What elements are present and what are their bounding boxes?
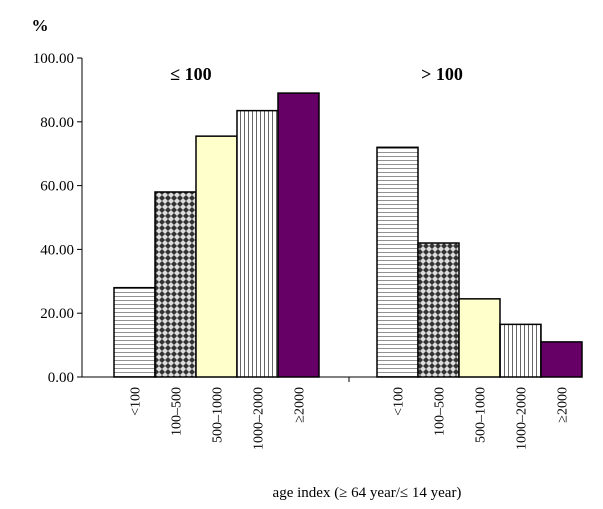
x-tick-label: 100–500 xyxy=(433,387,448,436)
x-tick-label: 100–500 xyxy=(170,387,185,436)
y-tick-label: 0.00 xyxy=(48,370,74,386)
category-labels: <100 100–500 500–1000 1000–2000 ≥2000 <100 100… xyxy=(129,387,571,450)
x-tick-label: 500–1000 xyxy=(211,387,226,443)
bar xyxy=(376,146,419,378)
x-tick-label: 500–1000 xyxy=(474,387,489,443)
y-axis: 0.00 20.00 40.00 60.00 80.00 100.00 xyxy=(33,51,83,386)
group-labels: ≤ 100 > 100 xyxy=(170,64,463,84)
bar xyxy=(195,135,238,378)
y-tick-label: 40.00 xyxy=(40,242,74,258)
bar xyxy=(540,341,583,378)
x-axis xyxy=(82,376,580,382)
bar xyxy=(113,286,156,378)
bar xyxy=(417,242,460,378)
x-tick-label: 1000–2000 xyxy=(252,387,267,450)
y-tick-label: 100.00 xyxy=(33,51,74,67)
group-label: ≤ 100 xyxy=(170,64,211,84)
y-tick-label: 80.00 xyxy=(40,115,74,131)
bar xyxy=(458,298,501,378)
group-label: > 100 xyxy=(421,64,463,84)
bar xyxy=(499,323,542,378)
y-tick-label: 20.00 xyxy=(40,306,74,322)
x-tick-label: ≥2000 xyxy=(293,387,308,423)
bar xyxy=(154,191,197,378)
y-tick-label: 60.00 xyxy=(40,179,74,195)
x-tick-label: <100 xyxy=(392,387,407,416)
x-tick-label: ≥2000 xyxy=(556,387,571,423)
x-axis-label: age index (≥ 64 year/≤ 14 year) xyxy=(273,485,462,501)
x-tick-label: 1000–2000 xyxy=(515,387,530,450)
bar xyxy=(277,92,320,378)
bars xyxy=(113,92,583,378)
y-axis-label: % xyxy=(32,16,49,35)
x-tick-label: <100 xyxy=(129,387,144,416)
bar xyxy=(236,109,279,378)
